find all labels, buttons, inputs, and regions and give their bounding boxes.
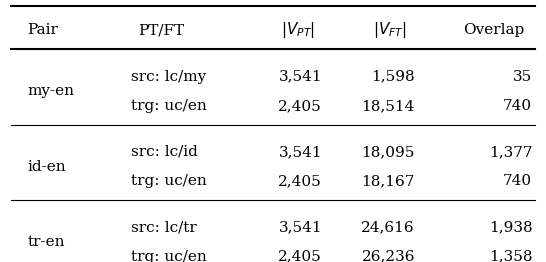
Text: id-en: id-en: [27, 160, 66, 174]
Text: 740: 740: [503, 99, 532, 113]
Text: 3,541: 3,541: [278, 220, 322, 234]
Text: 18,514: 18,514: [361, 99, 415, 113]
Text: 1,358: 1,358: [489, 250, 532, 262]
Text: 1,598: 1,598: [371, 69, 415, 84]
Text: Pair: Pair: [27, 23, 58, 37]
Text: 35: 35: [513, 69, 532, 84]
Text: 3,541: 3,541: [278, 69, 322, 84]
Text: 2,405: 2,405: [278, 99, 322, 113]
Text: $|V_{FT}|$: $|V_{FT}|$: [373, 20, 407, 40]
Text: 1,377: 1,377: [489, 145, 532, 159]
Text: trg: uc/en: trg: uc/en: [131, 99, 207, 113]
Text: 740: 740: [503, 174, 532, 188]
Text: 2,405: 2,405: [278, 174, 322, 188]
Text: PT/FT: PT/FT: [138, 23, 184, 37]
Text: 18,167: 18,167: [361, 174, 415, 188]
Text: 1,938: 1,938: [489, 220, 532, 234]
Text: trg: uc/en: trg: uc/en: [131, 174, 207, 188]
Text: trg: uc/en: trg: uc/en: [131, 250, 207, 262]
Text: $|V_{PT}|$: $|V_{PT}|$: [281, 20, 314, 40]
Text: Overlap: Overlap: [464, 23, 525, 37]
Text: tr-en: tr-en: [27, 235, 65, 249]
Text: 2,405: 2,405: [278, 250, 322, 262]
Text: 18,095: 18,095: [361, 145, 415, 159]
Text: src: lc/my: src: lc/my: [131, 69, 206, 84]
Text: src: lc/tr: src: lc/tr: [131, 220, 197, 234]
Text: 3,541: 3,541: [278, 145, 322, 159]
Text: my-en: my-en: [27, 84, 74, 98]
Text: src: lc/id: src: lc/id: [131, 145, 198, 159]
Text: 26,236: 26,236: [361, 250, 415, 262]
Text: 24,616: 24,616: [361, 220, 415, 234]
